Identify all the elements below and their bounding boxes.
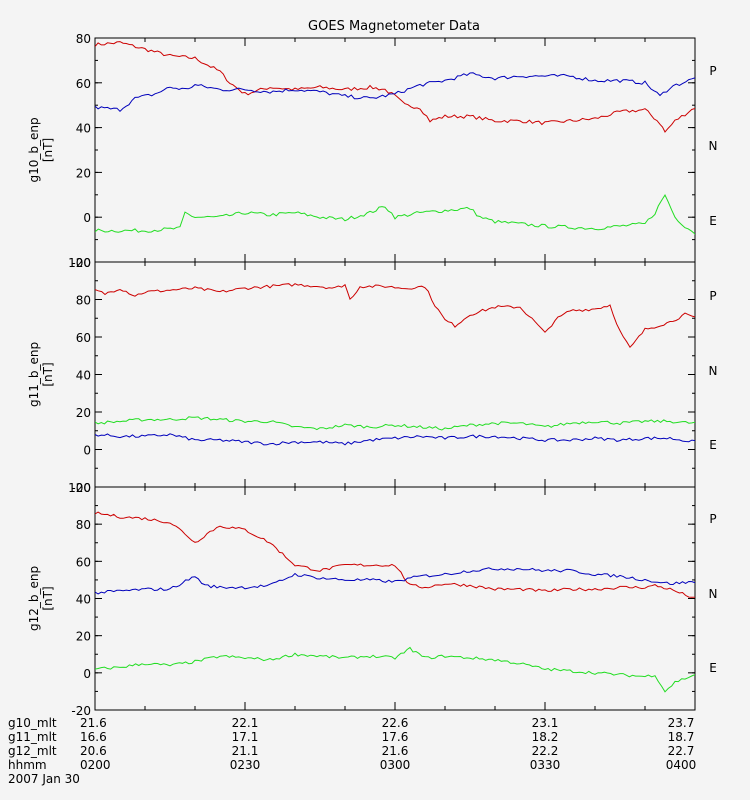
x-row-value: 21.6 — [80, 716, 107, 730]
x-row-value: 0230 — [230, 758, 261, 772]
y-tick-label: 20 — [76, 630, 91, 644]
y-tick-label: 60 — [76, 77, 91, 91]
y-tick-label: 40 — [76, 593, 91, 607]
series-line-N — [95, 416, 695, 431]
legend-E: E — [709, 661, 717, 675]
y-axis-label: g11_b_enp — [27, 342, 41, 407]
y-tick-label: 80 — [76, 518, 91, 532]
x-row-value: 17.6 — [382, 730, 409, 744]
y-axis-label: g10_b_enp — [27, 117, 41, 182]
panel-3: -20 0 20 40 60 80 100 g12_b_enp [nT] P N E — [27, 481, 718, 718]
panel-2: -20 0 20 40 60 80 100 g11_b_enp [nT] P N E — [27, 256, 718, 495]
panel-frame — [94, 486, 696, 711]
x-row-label: g11_mlt — [8, 730, 57, 744]
x-row-label: g10_mlt — [8, 716, 57, 730]
series-line-P — [95, 511, 695, 598]
x-row-value: 16.6 — [80, 730, 107, 744]
y-tick-label: -20 — [71, 704, 91, 718]
x-row-value: 22.6 — [382, 716, 409, 730]
y-axis-unit: [nT] — [41, 362, 55, 386]
legend-E: E — [709, 438, 717, 452]
x-row-value: 0300 — [380, 758, 411, 772]
y-tick-label: 20 — [76, 406, 91, 420]
x-row-value: 22.1 — [232, 716, 259, 730]
panel-frame — [94, 261, 696, 488]
x-row-value: 17.1 — [232, 730, 259, 744]
legend-N: N — [709, 364, 718, 378]
y-axis-unit: [nT] — [41, 586, 55, 610]
x-row-value: 20.6 — [80, 744, 107, 758]
x-row-value: 23.1 — [532, 716, 559, 730]
y-tick-label: 100 — [68, 256, 91, 270]
x-row-value: 18.7 — [668, 730, 695, 744]
y-tick-label: 100 — [68, 481, 91, 495]
y-tick-label: 40 — [76, 369, 91, 383]
legend-E: E — [709, 214, 717, 228]
x-row-label: g12_mlt — [8, 744, 57, 758]
x-row-value: 22.7 — [668, 744, 695, 758]
x-row-value: 0400 — [666, 758, 697, 772]
series-line-E — [95, 433, 695, 446]
legend-P: P — [709, 289, 716, 303]
date-label: 2007 Jan 30 — [8, 772, 80, 786]
y-tick-label: 0 — [83, 444, 91, 458]
x-row-value: 0330 — [530, 758, 561, 772]
y-tick-label: 80 — [76, 294, 91, 308]
legend-N: N — [709, 139, 718, 153]
y-tick-label: -20 — [71, 256, 91, 270]
series-line-N — [95, 646, 695, 693]
legend-P: P — [709, 64, 716, 78]
panel-frame — [94, 37, 696, 263]
series-line-P — [95, 41, 695, 133]
x-row-value: 21.1 — [232, 744, 259, 758]
x-row-value: 23.7 — [668, 716, 695, 730]
series-line-E — [95, 72, 695, 113]
y-tick-label: 20 — [76, 166, 91, 180]
y-tick-label: 0 — [83, 211, 91, 225]
y-tick-label: 80 — [76, 32, 91, 46]
y-tick-label: 40 — [76, 122, 91, 136]
series-line-P — [95, 283, 695, 349]
y-tick-label: 60 — [76, 555, 91, 569]
chart-title: GOES Magnetometer Data — [308, 19, 480, 34]
x-row-value: 0200 — [80, 758, 111, 772]
y-tick-label: -20 — [71, 481, 91, 495]
series-line-N — [95, 193, 695, 235]
legend-N: N — [709, 587, 718, 601]
y-tick-label: 0 — [83, 667, 91, 681]
series-line-E — [95, 567, 695, 595]
x-row-label: hhmm — [8, 758, 47, 772]
y-axis-label: g12_b_enp — [27, 566, 41, 631]
y-axis-unit: [nT] — [41, 138, 55, 162]
legend-P: P — [709, 512, 716, 526]
y-tick-label: 60 — [76, 331, 91, 345]
x-row-value: 18.2 — [532, 730, 559, 744]
panel-1: -20 0 20 40 60 80 g10_b_enp [nT] P N E — [27, 32, 718, 270]
x-row-value: 21.6 — [382, 744, 409, 758]
x-row-value: 22.2 — [532, 744, 559, 758]
x-axis-labels: g10_mlt 21.6 22.1 22.6 23.1 23.7 g11_mlt 16.6 17… — [8, 716, 696, 786]
